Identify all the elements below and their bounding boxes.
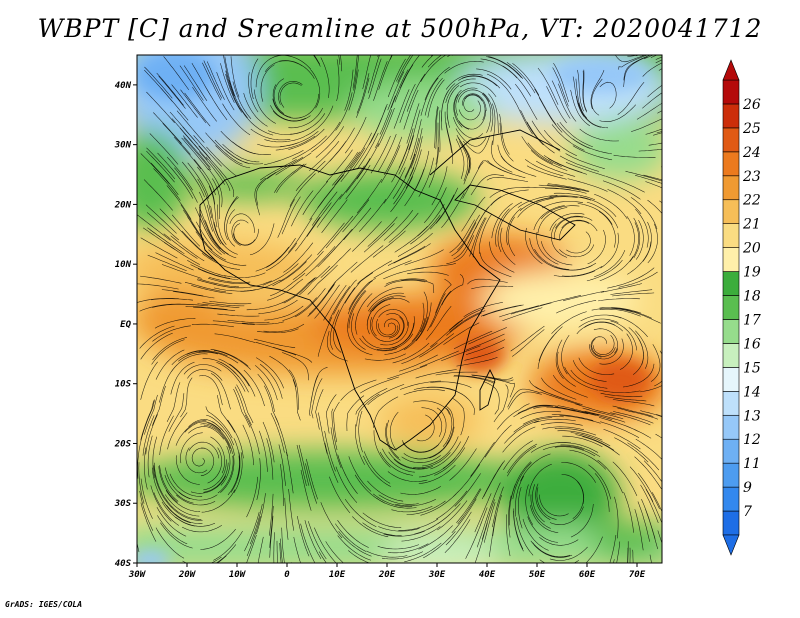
colorbar-label: 14: [743, 384, 761, 400]
colorbar-label: 22: [742, 193, 761, 209]
colorbar-label: 21: [742, 217, 761, 233]
colorbar-label: 26: [742, 97, 761, 113]
colorbar-swatch: [722, 510, 740, 536]
lon-tick-label: 30E: [428, 570, 446, 580]
lon-tick-label: 70E: [629, 570, 646, 580]
colorbar-label: 18: [743, 289, 761, 305]
colorbar-label: 11: [743, 456, 761, 472]
streamlines: [137, 55, 662, 563]
colorbar-max-arrow: [722, 59, 740, 81]
lon-tick-label: 50E: [529, 570, 546, 580]
colorbar-swatch: [722, 127, 740, 153]
lon-tick-label: 40E: [479, 570, 496, 580]
colorbar-label: 19: [743, 265, 761, 281]
colorbar-label: 16: [743, 336, 761, 352]
colorbar-swatch: [722, 391, 740, 416]
lat-tick-label: 40N: [115, 81, 132, 91]
wbpt-shading: [137, 55, 662, 563]
colorbar-swatch: [722, 462, 740, 488]
colorbar-min-arrow: [722, 534, 740, 556]
colorbar-swatch: [722, 79, 740, 105]
colorbar-label: 17: [743, 312, 761, 328]
lon-tick-label: 20W: [178, 570, 197, 580]
colorbar-legend: 7 9 11 12 13 14 15 16 17 18 19 20 21 22 23 24 25 26: [722, 59, 761, 556]
colorbar-swatch: [722, 271, 740, 296]
colorbar-label: 7: [743, 504, 752, 520]
lat-tick-label: 30N: [114, 141, 132, 151]
colorbar-swatch: [722, 199, 740, 224]
lon-tick-label: 60E: [579, 570, 596, 580]
colorbar-swatch: [722, 103, 740, 129]
colorbar-swatch: [722, 438, 740, 464]
lat-tick-label: 10N: [115, 260, 132, 270]
colorbar-label: 25: [742, 121, 761, 137]
colorbar-label: 15: [743, 360, 761, 376]
lat-tick-label: 30S: [114, 499, 132, 509]
colorbar-swatch: [722, 486, 740, 512]
lon-tick-label: 10W: [229, 570, 247, 580]
map-area: [137, 55, 662, 563]
colorbar-label: 13: [743, 408, 761, 424]
colorbar-swatch: [722, 247, 740, 272]
colorbar-label: 9: [743, 480, 752, 496]
colorbar-label: 24: [742, 145, 761, 161]
coastlines: [199, 129, 576, 451]
lon-tick-label: 10E: [329, 570, 346, 580]
colorbar-swatch: [722, 414, 740, 440]
colorbar-swatch: [722, 223, 740, 248]
lon-tick-label: 30W: [128, 570, 147, 580]
lon-tick-label: 0: [284, 570, 290, 580]
lon-tick-label: 20E: [378, 570, 396, 580]
lat-tick-label: 40S: [115, 559, 132, 569]
map-axes: 30W 20W 10W 0 10E 20E 30E 40E 50E 60E 70E 40N 30N 20N…: [114, 81, 646, 580]
map-frame: [136, 54, 663, 564]
streamline-paths: [137, 55, 662, 563]
colorbar-label: 20: [742, 241, 761, 257]
colorbar-swatch: [722, 367, 740, 392]
lat-tick-label: 20S: [114, 439, 132, 449]
colorbar-label: 12: [743, 432, 761, 448]
colorbar-swatch: [722, 175, 740, 201]
colorbar-swatch: [722, 151, 740, 177]
footer-credit: GrADS: IGES/COLA: [5, 600, 83, 609]
lat-tick-label: 10S: [115, 380, 132, 390]
colorbar-swatch: [722, 295, 740, 320]
lat-tick-label: EQ: [120, 320, 131, 330]
lat-tick-label: 20N: [114, 200, 132, 210]
chart-title: WBPT [C] and Sreamline at 500hPa, VT: 20…: [37, 14, 763, 43]
colorbar-swatch: [722, 343, 740, 368]
colorbar-label: 23: [742, 169, 761, 185]
colorbar-swatch: [722, 319, 740, 344]
